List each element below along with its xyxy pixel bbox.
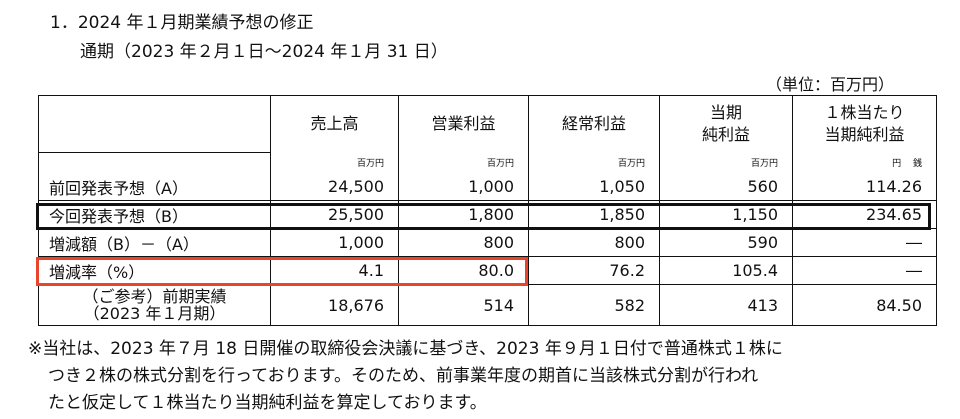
unit-eps: 円 銭 — [792, 152, 937, 173]
header-net-line1: 当期 — [709, 103, 742, 123]
row-label: （ご参考）前期実績 （2023 年１月期） — [38, 284, 271, 326]
cell-sales: 25,500 — [270, 200, 399, 229]
unit-op-profit: 百万円 — [398, 152, 529, 173]
cell-op-profit: 1,800 — [398, 200, 529, 229]
unit-ord-profit: 百万円 — [528, 152, 660, 173]
unit-sales: 百万円 — [270, 152, 399, 173]
cell-net: 105.4 — [659, 256, 793, 285]
header-blank — [38, 95, 271, 153]
cell-eps: 234.65 — [792, 200, 937, 229]
row-label: 増減額（B）－（A） — [38, 228, 271, 257]
cell-eps: 114.26 — [792, 173, 937, 201]
cell-sales: 4.1 — [270, 256, 399, 285]
section-subtitle: 通期（2023 年２月１日～2024 年１月 31 日） — [80, 42, 448, 62]
cell-net: 560 — [659, 173, 793, 201]
unit-label: （単位：百万円） — [766, 75, 895, 94]
header-eps: １株当たり 当期純利益 — [792, 95, 937, 153]
cell-eps: ― — [792, 228, 937, 257]
cell-ord-profit: 76.2 — [528, 256, 660, 285]
cell-net: 590 — [659, 228, 793, 257]
cell-net: 1,150 — [659, 200, 793, 229]
header-net-profit: 当期 純利益 — [659, 95, 793, 153]
header-op-profit: 営業利益 — [398, 95, 529, 153]
cell-ord-profit: 800 — [528, 228, 660, 257]
unit-net: 百万円 — [659, 152, 793, 173]
footnote-line2: つき２株の株式分割を行っております。そのため、前事業年度の期首に当該株式分割が行… — [48, 366, 759, 386]
cell-eps: ― — [792, 256, 937, 285]
header-sales: 売上高 — [270, 95, 399, 153]
table-row: 増減率（%） 4.1 80.0 76.2 105.4 ― — [38, 256, 937, 285]
section-title: 1．2024 年１月期業績予想の修正 — [50, 13, 314, 33]
header-eps-line2: 当期純利益 — [824, 125, 905, 145]
row-label-line1: （ご参考）前期実績 — [82, 287, 227, 306]
cell-eps: 84.50 — [792, 284, 937, 326]
cell-op-profit: 800 — [398, 228, 529, 257]
cell-net: 413 — [659, 284, 793, 326]
cell-ord-profit: 1,050 — [528, 173, 660, 201]
header-ord-profit: 経常利益 — [528, 95, 660, 153]
units-row: 百万円 百万円 百万円 百万円 円 銭 — [38, 152, 937, 173]
table-row: 増減額（B）－（A） 1,000 800 800 590 ― — [38, 228, 937, 257]
footnote-line1: ※当社は、2023 年７月 18 日開催の取締役会決議に基づき、2023 年９月… — [28, 339, 783, 359]
units-blank — [38, 152, 271, 173]
cell-op-profit: 80.0 — [398, 256, 529, 285]
cell-op-profit: 1,000 — [398, 173, 529, 201]
header-net-line2: 純利益 — [701, 125, 750, 145]
forecast-table: 売上高 営業利益 経常利益 当期 純利益 １株当たり 当期純利益 百万円 百万円… — [38, 95, 937, 326]
cell-ord-profit: 582 — [528, 284, 660, 326]
cell-sales: 24,500 — [270, 173, 399, 201]
row-label-line2: （2023 年１月期） — [83, 304, 226, 323]
cell-sales: 18,676 — [270, 284, 399, 326]
cell-ord-profit: 1,850 — [528, 200, 660, 229]
cell-op-profit: 514 — [398, 284, 529, 326]
header-eps-line1: １株当たり — [824, 103, 905, 123]
row-label: 今回発表予想（B） — [38, 200, 271, 229]
table-row: 前回発表予想（A） 24,500 1,000 1,050 560 114.26 — [38, 173, 937, 201]
footnote-line3: たと仮定して１株当たり当期純利益を算定しております。 — [48, 393, 487, 413]
row-label: 前回発表予想（A） — [38, 173, 271, 201]
table-row: 今回発表予想（B） 25,500 1,800 1,850 1,150 234.6… — [38, 200, 937, 229]
header-row: 売上高 営業利益 経常利益 当期 純利益 １株当たり 当期純利益 — [38, 95, 937, 153]
table-row-prior-year: （ご参考）前期実績 （2023 年１月期） 18,676 514 582 413… — [38, 284, 937, 326]
row-label: 増減率（%） — [38, 256, 271, 285]
cell-sales: 1,000 — [270, 228, 399, 257]
